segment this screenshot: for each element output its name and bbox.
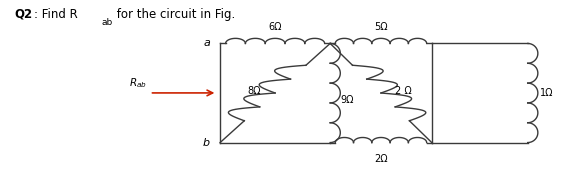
Text: 2Ω: 2Ω [374,154,388,164]
Text: 9Ω: 9Ω [340,95,354,105]
Text: Q2: Q2 [14,8,32,21]
Text: ab: ab [101,18,113,27]
Text: 5Ω: 5Ω [374,22,388,32]
Text: a: a [203,38,210,48]
Text: $R_{ab}$: $R_{ab}$ [129,77,146,90]
Text: 2 Ω: 2 Ω [395,86,412,96]
Text: 8Ω: 8Ω [247,86,261,96]
Text: b: b [203,138,210,148]
Text: 1Ω: 1Ω [540,88,553,98]
Text: for the circuit in Fig.: for the circuit in Fig. [113,8,235,21]
Text: : Find R: : Find R [34,8,78,21]
Text: 6Ω: 6Ω [268,22,282,32]
